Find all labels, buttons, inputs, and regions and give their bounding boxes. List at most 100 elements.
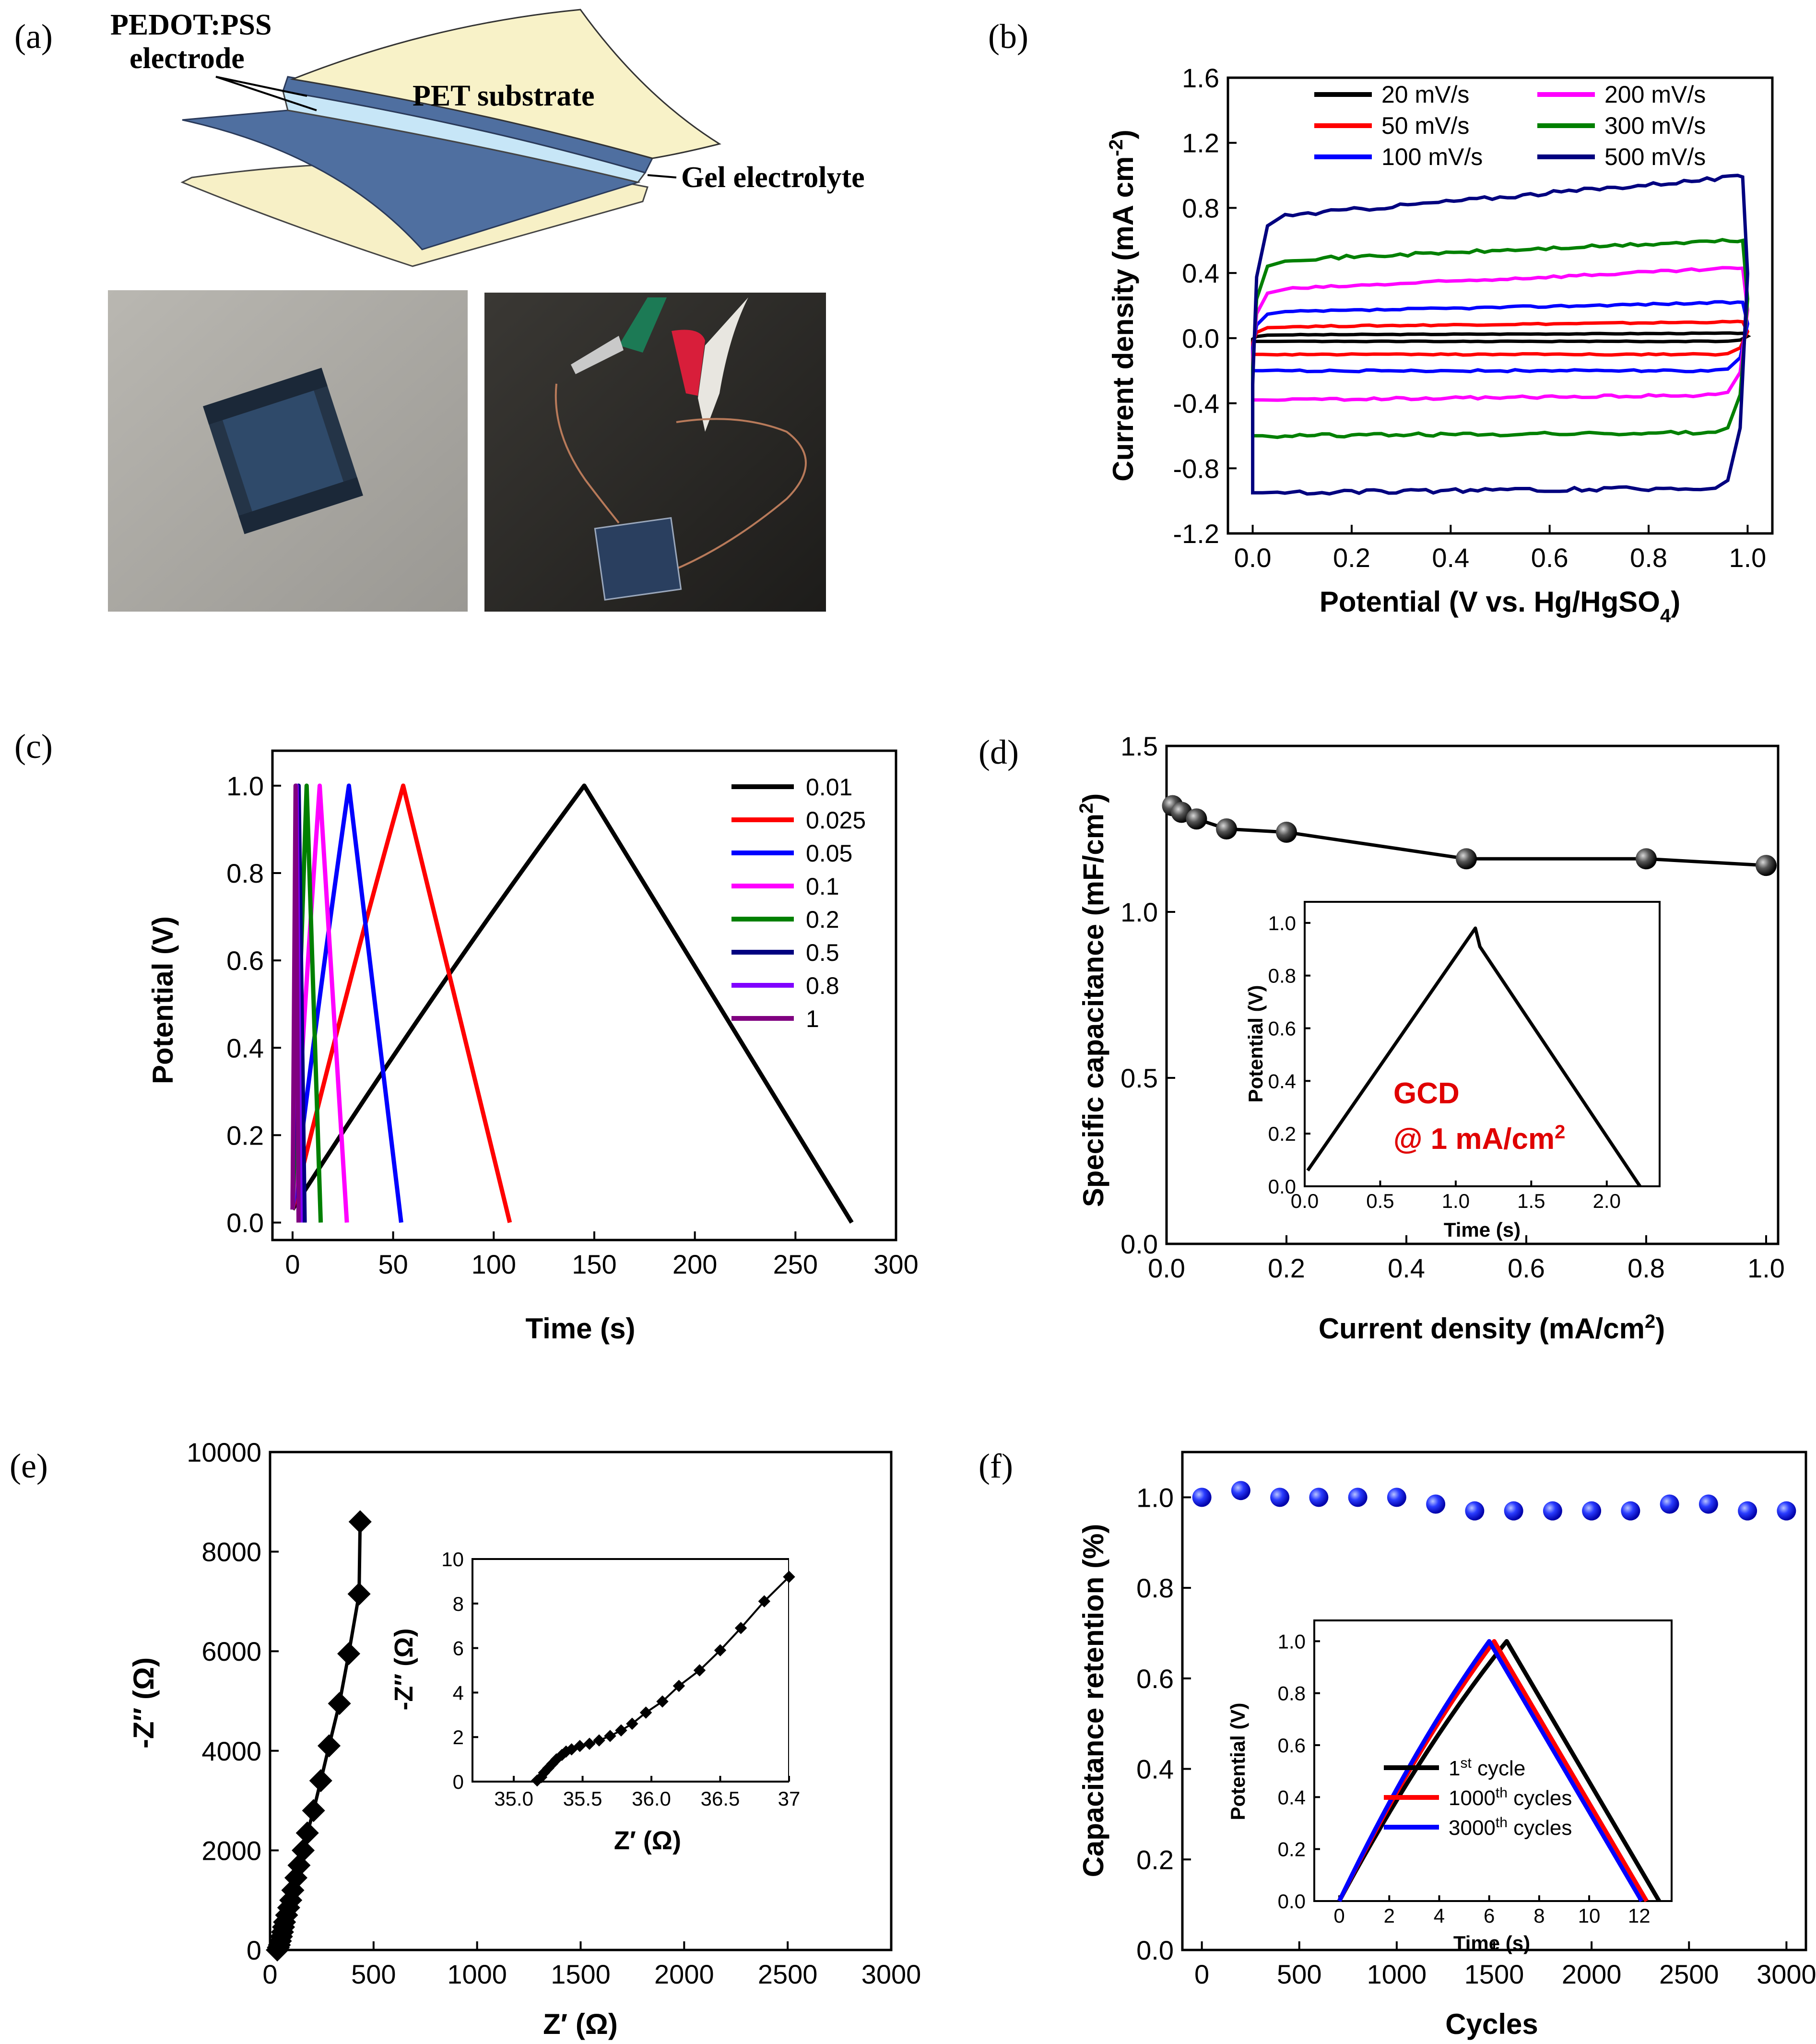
chart-f-ylabel: Capacitance retention (%) bbox=[1077, 1524, 1109, 1878]
cv-curve-300-mV-s bbox=[1251, 237, 1749, 439]
chart-d-inset: 0.0 0.5 1.0 1.5 2.0 0.0 0.2 0.4 0.6 0.8 1.0 Time (… bbox=[1244, 901, 1661, 1241]
legend-b-label: 500 mV/s bbox=[1604, 143, 1706, 170]
nyquist-point bbox=[292, 1839, 315, 1862]
b-xtick-label: 0.2 bbox=[1333, 543, 1370, 573]
gcd-curve-1 bbox=[290, 783, 301, 1223]
d-inset-ytick-label: 0.0 bbox=[1268, 1175, 1296, 1198]
f-inset-ytick-label: 1.0 bbox=[1278, 1630, 1306, 1653]
legend-b-label: 20 mV/s bbox=[1381, 81, 1469, 108]
nyquist-point bbox=[309, 1769, 332, 1793]
legend-c-label: 0.01 bbox=[806, 774, 852, 801]
chart-d: 0.0 0.2 0.4 0.6 0.8 1.0 0.0 0.5 1.0 1.5 Current d… bbox=[1076, 731, 1785, 1345]
d-inset-ytick-label: 0.4 bbox=[1268, 1070, 1296, 1092]
arrow-electrode-1 bbox=[215, 76, 317, 111]
gcd-annotation-line2: @ 1 mA/cm2 bbox=[1393, 1122, 1565, 1156]
d-xtick-label: 0.4 bbox=[1388, 1253, 1425, 1283]
cv-curve-50-mV-s bbox=[1251, 319, 1750, 357]
label-pedot-pss: PEDOT:PSS bbox=[110, 9, 271, 41]
chart-d-inset-ylabel: Potential (V) bbox=[1244, 985, 1267, 1102]
chart-d-ylabel: Specific capacitance (mF/cm2) bbox=[1076, 793, 1109, 1207]
chart-c-frame bbox=[271, 749, 897, 1241]
inset-nyquist-point bbox=[583, 1737, 596, 1750]
capacitance-point bbox=[1276, 821, 1297, 843]
d-ytick-label: 0.5 bbox=[1120, 1063, 1158, 1093]
chart-c-ylabel: Potential (V) bbox=[147, 916, 179, 1084]
f-xtick-label: 2000 bbox=[1562, 1959, 1622, 1989]
label-gel-electrolyte: Gel electrolyte bbox=[681, 161, 865, 194]
legend-b-label: 200 mV/s bbox=[1604, 81, 1706, 108]
arrow-gel bbox=[647, 174, 677, 178]
chart-e-inset-ylabel: -Z″ (Ω) bbox=[389, 1628, 418, 1710]
retention-point bbox=[1192, 1488, 1212, 1507]
retention-point bbox=[1777, 1501, 1796, 1521]
legend-c-label: 0.025 bbox=[806, 807, 866, 834]
cycle-curve-3000 bbox=[1337, 1639, 1644, 1902]
chart-f-frame bbox=[1181, 1451, 1807, 1951]
capacitance-point bbox=[1186, 808, 1207, 830]
inset-nyquist-point bbox=[615, 1724, 627, 1737]
retention-point bbox=[1270, 1488, 1290, 1507]
e-inset-ytick-label: 6 bbox=[453, 1637, 464, 1660]
c-xtick-label: 300 bbox=[873, 1249, 918, 1279]
f-ytick-label: 1.0 bbox=[1136, 1482, 1174, 1512]
nyquist-point bbox=[295, 1821, 319, 1845]
d-inset-ytick-label: 1.0 bbox=[1268, 912, 1296, 934]
e-ytick-label: 0 bbox=[247, 1935, 261, 1965]
b-ytick-label: 1.6 bbox=[1182, 63, 1219, 93]
b-xtick-label: 0.6 bbox=[1531, 543, 1568, 573]
legend-f-label: 1st cycle bbox=[1449, 1755, 1525, 1781]
nyquist-point bbox=[328, 1692, 351, 1715]
retention-point bbox=[1231, 1481, 1250, 1501]
f-inset-xtick-label: 4 bbox=[1434, 1904, 1445, 1927]
f-xtick-label: 3000 bbox=[1757, 1959, 1816, 1989]
chart-e-ylabel: -Z″ (Ω) bbox=[128, 1657, 160, 1749]
label-pet-substrate: PET substrate bbox=[413, 80, 595, 112]
retention-point bbox=[1543, 1501, 1562, 1521]
d-xtick-label: 0.0 bbox=[1148, 1253, 1185, 1283]
f-inset-xtick-label: 12 bbox=[1628, 1904, 1651, 1927]
e-inset-xtick-label: 37 bbox=[778, 1787, 801, 1810]
legend-c-label: 0.5 bbox=[806, 939, 839, 966]
e-inset-xtick-label: 35.0 bbox=[494, 1787, 533, 1810]
b-ytick-label: -0.8 bbox=[1173, 453, 1220, 484]
f-inset-ytick-label: 0.2 bbox=[1278, 1838, 1306, 1861]
e-ytick-label: 10000 bbox=[187, 1437, 261, 1467]
e-ytick-label: 8000 bbox=[201, 1537, 261, 1567]
e-inset-ytick-label: 8 bbox=[453, 1593, 464, 1615]
panel-label-a: (a) bbox=[14, 17, 53, 56]
legend-c-label: 0.05 bbox=[806, 840, 852, 867]
c-xtick-label: 250 bbox=[773, 1249, 818, 1279]
chart-d-xlabel: Current density (mA/cm2) bbox=[1319, 1311, 1665, 1345]
chart-f-inset: 0 2 4 6 8 10 12 0.0 0.2 0.4 0.6 0.8 1.0 1st cycle 100… bbox=[1226, 1619, 1673, 1954]
chart-b-frame bbox=[1226, 76, 1774, 535]
retention-point bbox=[1504, 1501, 1523, 1521]
nyquist-point bbox=[302, 1799, 325, 1822]
d-ytick-label: 0.0 bbox=[1120, 1229, 1158, 1259]
chart-b-xlabel: Potential (V vs. Hg/HgSO4) bbox=[1320, 586, 1680, 626]
e-inset-xtick-label: 35.5 bbox=[563, 1787, 602, 1810]
f-ytick-label: 0.8 bbox=[1136, 1573, 1174, 1603]
panel-label-e: (e) bbox=[10, 1447, 48, 1485]
d-xtick-label: 1.0 bbox=[1747, 1253, 1785, 1283]
chart-c: 0 50 100 150 200 250 300 0.0 0.2 0.4 0.6 0.8 1.0 0.0… bbox=[147, 749, 919, 1345]
gcd-curve-0-025 bbox=[290, 783, 512, 1223]
c-xtick-label: 150 bbox=[572, 1249, 616, 1279]
c-ytick-label: 1.0 bbox=[226, 771, 264, 801]
f-ytick-label: 0.2 bbox=[1136, 1844, 1174, 1875]
d-inset-ytick-label: 0.8 bbox=[1268, 965, 1296, 987]
f-ytick-label: 0.4 bbox=[1136, 1754, 1174, 1784]
retention-point bbox=[1426, 1494, 1446, 1514]
d-xtick-label: 0.6 bbox=[1508, 1253, 1545, 1283]
e-inset-ytick-label: 2 bbox=[453, 1726, 464, 1749]
legend-f-label: 1000th cycles bbox=[1449, 1785, 1572, 1810]
chart-e-inset-xlabel: Z′ (Ω) bbox=[614, 1826, 681, 1855]
retention-point bbox=[1738, 1501, 1757, 1521]
cv-curve-20-mV-s bbox=[1251, 331, 1751, 343]
chart-e-inset: 35.0 35.5 36.0 36.5 37 0 2 4 6 8 10 Z′ (Ω) -Z″ (Ω) bbox=[389, 1548, 808, 1855]
e-xtick-label: 1500 bbox=[551, 1959, 611, 1989]
e-xtick-label: 1000 bbox=[447, 1959, 507, 1989]
chart-d-frame bbox=[1165, 744, 1780, 1245]
b-xtick-label: 1.0 bbox=[1729, 543, 1766, 573]
e-xtick-label: 0 bbox=[262, 1959, 277, 1989]
legend-b-label: 100 mV/s bbox=[1381, 143, 1483, 170]
